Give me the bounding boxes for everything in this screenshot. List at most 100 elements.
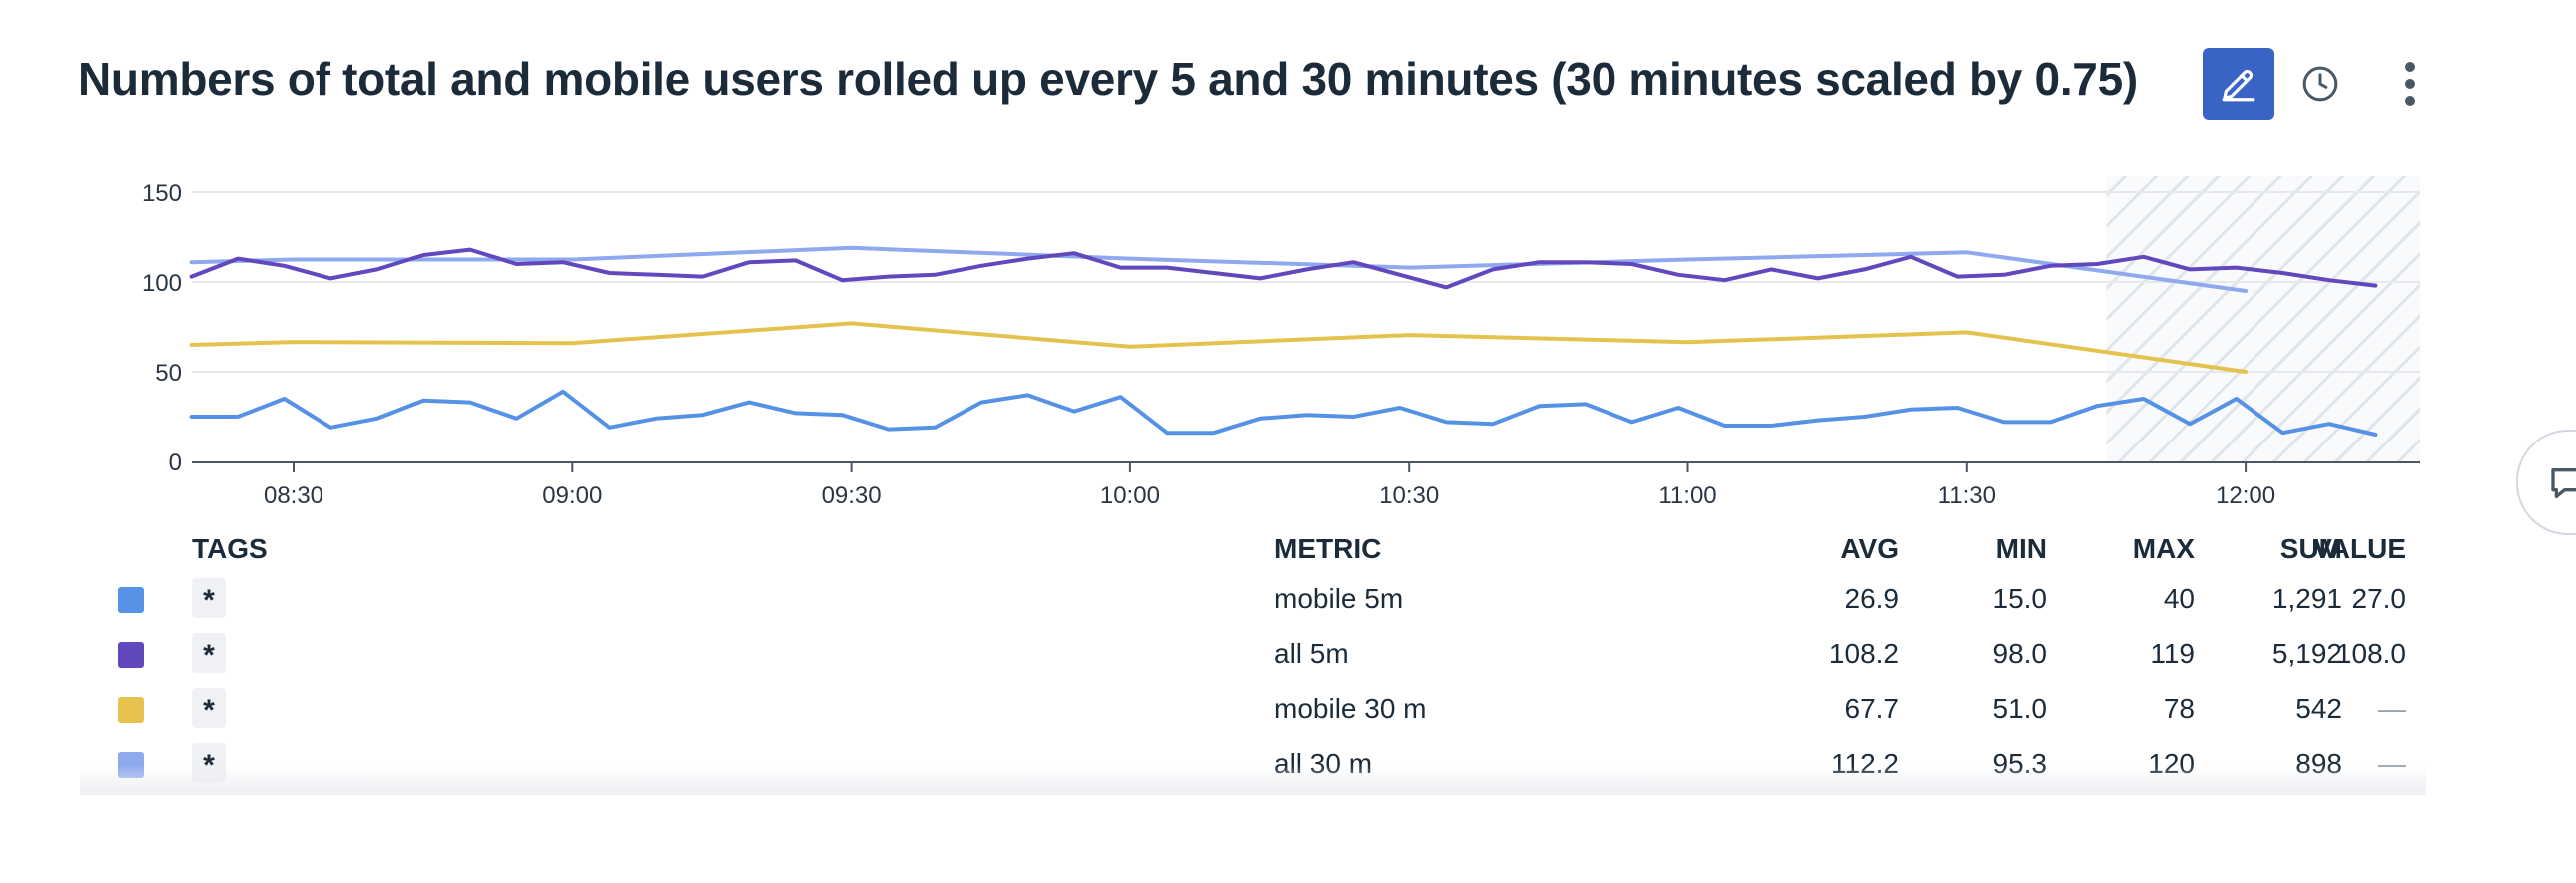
data-point-all-5m xyxy=(2188,267,2192,271)
data-point-all-30-m xyxy=(292,257,296,262)
x-tick-label: 08:30 xyxy=(264,482,323,509)
x-tick-label: 10:30 xyxy=(1379,482,1439,509)
data-point-all-5m xyxy=(1072,251,1076,255)
sum-value: 1,291 xyxy=(2271,583,2342,614)
legend-row-all-5m[interactable]: * all 5m 108.2 98.0 119 5,192 108.0 xyxy=(96,628,2422,683)
y-tick-label: 150 xyxy=(142,180,182,207)
incomplete-data-region xyxy=(2106,176,2420,461)
chart-title: Numbers of total and mobile users rolled… xyxy=(78,53,2138,105)
tags-header: TAGS xyxy=(192,533,268,564)
data-point-mobile-5m xyxy=(1212,431,1216,435)
data-point-all-5m xyxy=(514,262,519,266)
data-point-mobile-5m xyxy=(1491,422,1495,426)
data-point-mobile-5m xyxy=(701,413,705,417)
data-point-mobile-5m xyxy=(1862,415,1866,419)
data-point-all-30-m xyxy=(1685,257,1690,262)
data-point-all-5m xyxy=(1305,267,1309,271)
data-point-all-5m xyxy=(794,258,798,262)
data-point-all-5m xyxy=(933,273,938,277)
data-point-mobile-5m xyxy=(2235,397,2239,401)
data-point-all-30-m xyxy=(1407,266,1411,270)
current-value: 27.0 xyxy=(2351,583,2407,614)
data-point-all-5m xyxy=(1491,267,1495,271)
x-tick-label: 09:00 xyxy=(542,482,602,509)
data-point-mobile-5m xyxy=(2142,397,2146,401)
data-point-mobile-5m xyxy=(2002,420,2006,424)
data-point-all-5m xyxy=(747,260,751,264)
data-point-all-5m xyxy=(1676,273,1680,277)
y-tick-label: 100 xyxy=(142,270,182,297)
data-point-all-30-m xyxy=(1128,257,1132,261)
data-point-mobile-5m xyxy=(2095,404,2099,408)
data-point-all-5m xyxy=(2049,264,2053,268)
data-point-mobile-5m xyxy=(794,411,798,415)
data-point-all-5m xyxy=(840,278,844,282)
series-line-all-5m xyxy=(189,247,2378,290)
data-point-all-5m xyxy=(887,275,891,279)
data-point-mobile-5m xyxy=(1816,419,1820,423)
x-tick-label: 10:00 xyxy=(1100,482,1160,509)
data-point-mobile-5m xyxy=(2188,422,2192,426)
data-point-all-5m xyxy=(236,257,240,261)
min-header[interactable]: MIN xyxy=(1995,533,2047,564)
legend-row-mobile-5m[interactable]: * mobile 5m 26.9 15.0 40 1,291 27.0 xyxy=(96,573,2422,628)
data-point-mobile-5m xyxy=(1955,406,1960,410)
min-value: 51.0 xyxy=(1992,693,2048,724)
data-point-all-5m xyxy=(1862,267,1866,271)
data-point-all-5m xyxy=(1909,255,1913,259)
series-line-mobile-5m xyxy=(189,389,2378,437)
edit-button[interactable] xyxy=(2203,48,2274,120)
data-point-all-30-m xyxy=(1965,250,1969,254)
data-point-all-5m xyxy=(1537,260,1542,264)
max-header[interactable]: MAX xyxy=(2132,533,2195,564)
data-point-all-30-m xyxy=(850,246,854,250)
data-point-mobile-5m xyxy=(607,426,612,430)
data-point-all-5m xyxy=(1444,285,1448,289)
data-point-mobile-5m xyxy=(2373,433,2377,437)
legend-row-mobile-30m[interactable]: * mobile 30 m 67.7 51.0 78 542 — xyxy=(96,683,2422,738)
data-point-all-5m xyxy=(328,276,332,280)
data-point-mobile-5m xyxy=(1630,420,1634,424)
data-point-mobile-5m xyxy=(561,390,565,394)
time-button[interactable] xyxy=(2296,60,2344,108)
data-point-mobile-5m xyxy=(190,415,194,419)
min-value: 98.0 xyxy=(1992,638,2048,669)
data-point-mobile-5m xyxy=(1769,424,1773,428)
x-tick-label: 11:00 xyxy=(1658,482,1716,509)
clock-icon xyxy=(2302,66,2338,102)
data-point-mobile-5m xyxy=(1398,406,1402,410)
data-point-all-5m xyxy=(2142,255,2146,259)
max-value: 40 xyxy=(2163,583,2195,614)
sum-header[interactable]: SUM xyxy=(2279,533,2342,564)
data-point-mobile-5m xyxy=(2280,431,2284,435)
value-header[interactable]: VALUE xyxy=(2313,533,2406,564)
comment-icon xyxy=(2551,468,2576,498)
data-point-all-5m xyxy=(701,275,705,279)
data-point-mobile-30-m xyxy=(1685,340,1690,344)
data-point-all-5m xyxy=(1119,266,1123,270)
x-tick-label: 12:00 xyxy=(2216,482,2275,509)
y-tick-label: 50 xyxy=(155,360,182,387)
comments-button[interactable] xyxy=(2516,430,2576,535)
metric-header: METRIC xyxy=(1274,533,1382,564)
data-point-all-5m xyxy=(561,260,565,264)
sum-value: 5,192 xyxy=(2271,638,2342,669)
data-point-mobile-5m xyxy=(1444,420,1448,424)
data-point-mobile-5m xyxy=(1258,417,1262,421)
more-options-button[interactable] xyxy=(2386,58,2434,110)
data-point-all-5m xyxy=(1258,276,1262,280)
data-point-mobile-5m xyxy=(654,417,658,421)
data-point-all-5m xyxy=(283,264,287,268)
series-color-swatch xyxy=(118,587,144,613)
tag-chip: * xyxy=(192,688,226,728)
data-point-all-5m xyxy=(468,248,472,252)
data-point-all-5m xyxy=(607,271,612,275)
data-point-mobile-5m xyxy=(1723,424,1727,428)
avg-header[interactable]: AVG xyxy=(1840,533,1899,564)
sum-value: 542 xyxy=(2295,693,2342,724)
data-point-all-5m xyxy=(2095,262,2099,266)
series-color-swatch xyxy=(118,697,144,723)
data-point-mobile-5m xyxy=(933,426,938,430)
timeseries-chart[interactable]: 150 100 50 0 08:30 09:00 09:30 10:00 10:30 11:00 1… xyxy=(0,150,2436,529)
data-point-mobile-30-m xyxy=(1407,333,1411,337)
